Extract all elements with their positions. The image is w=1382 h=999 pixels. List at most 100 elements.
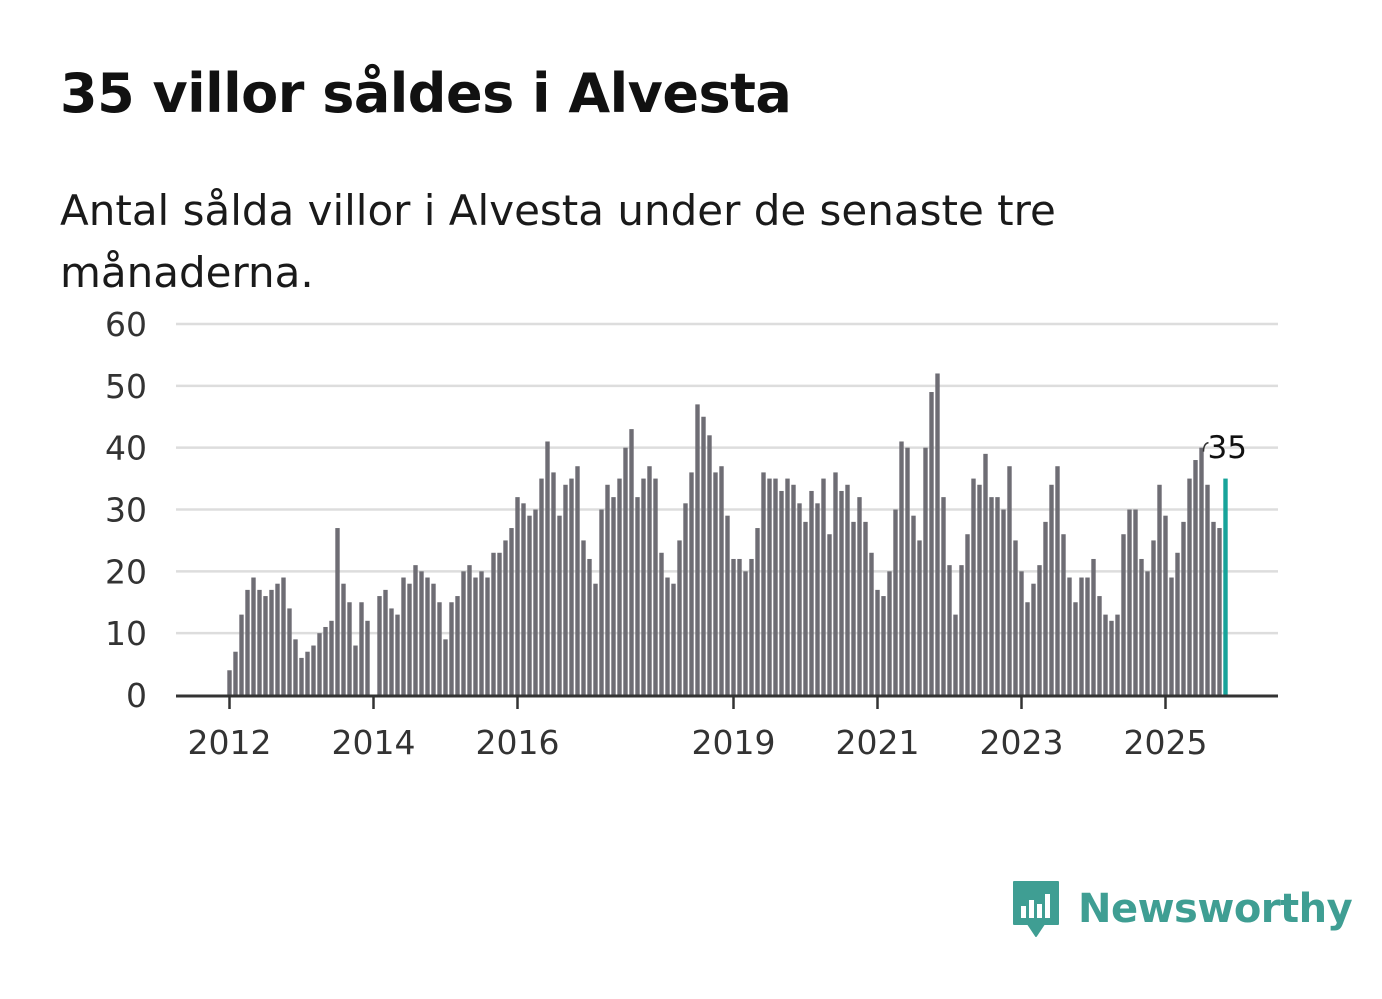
bar bbox=[665, 577, 670, 695]
bar bbox=[773, 478, 778, 695]
bar bbox=[785, 478, 790, 695]
y-tick-label: 50 bbox=[105, 367, 147, 406]
bar bbox=[1091, 558, 1096, 695]
bar bbox=[701, 416, 706, 695]
bar bbox=[1187, 478, 1192, 695]
bar bbox=[1157, 484, 1162, 695]
bar bbox=[623, 447, 628, 695]
bar bbox=[911, 515, 916, 695]
bar bbox=[1061, 534, 1066, 695]
bar bbox=[965, 534, 970, 695]
bar bbox=[335, 528, 340, 695]
bar bbox=[707, 435, 712, 695]
bar bbox=[1211, 521, 1216, 695]
bar bbox=[497, 552, 502, 695]
annotation-connector bbox=[1202, 441, 1209, 452]
bar bbox=[1175, 552, 1180, 695]
x-tick-label: 2019 bbox=[692, 723, 776, 762]
bar bbox=[269, 589, 274, 695]
newsworthy-logo-icon bbox=[1013, 881, 1059, 937]
axis-labels: 0 10 20 30 40 50 60 2012 2014 2016 2019 2021 2023 202… bbox=[105, 305, 1247, 762]
x-tick-label: 2025 bbox=[1124, 723, 1208, 762]
bar-highlight bbox=[1223, 478, 1228, 695]
bar bbox=[395, 614, 400, 695]
bar bbox=[767, 478, 772, 695]
bar bbox=[359, 602, 364, 695]
bar bbox=[557, 515, 562, 695]
bar bbox=[1067, 577, 1072, 695]
bar bbox=[689, 472, 694, 695]
bar bbox=[431, 583, 436, 695]
y-tick-label: 60 bbox=[105, 305, 147, 344]
bar bbox=[323, 626, 328, 695]
bar bbox=[545, 441, 550, 695]
bar bbox=[257, 589, 262, 695]
bar bbox=[593, 583, 598, 695]
bar bbox=[983, 453, 988, 695]
brand-logo: Newsworthy bbox=[1010, 876, 1353, 942]
bar bbox=[953, 614, 958, 695]
bar bbox=[683, 503, 688, 695]
bar bbox=[467, 565, 472, 695]
bar bbox=[719, 466, 724, 695]
bar bbox=[935, 373, 940, 695]
bar bbox=[227, 670, 232, 695]
axes bbox=[176, 694, 1278, 709]
bar bbox=[1103, 614, 1108, 695]
bar bbox=[995, 497, 1000, 695]
bar bbox=[383, 589, 388, 695]
bar bbox=[443, 639, 448, 695]
bar bbox=[851, 521, 856, 695]
bar bbox=[1073, 602, 1078, 695]
x-tick-label: 2021 bbox=[836, 723, 920, 762]
bar bbox=[581, 540, 586, 695]
bar bbox=[1085, 577, 1090, 695]
bar bbox=[1097, 596, 1102, 695]
bar bbox=[407, 583, 412, 695]
bar bbox=[563, 484, 568, 695]
bar bbox=[797, 503, 802, 695]
bar bbox=[947, 565, 952, 695]
bar bbox=[533, 509, 538, 695]
bar bbox=[713, 472, 718, 695]
bar bbox=[539, 478, 544, 695]
bar bbox=[1031, 583, 1036, 695]
bar bbox=[893, 509, 898, 695]
bar bbox=[839, 490, 844, 695]
bar bbox=[971, 478, 976, 695]
bar bbox=[779, 490, 784, 695]
bar bbox=[1217, 528, 1222, 695]
bar bbox=[845, 484, 850, 695]
bar bbox=[1025, 602, 1030, 695]
bar bbox=[1115, 614, 1120, 695]
bar bbox=[293, 639, 298, 695]
bar bbox=[251, 577, 256, 695]
bar bbox=[803, 521, 808, 695]
bar bbox=[287, 608, 292, 695]
y-tick-label: 0 bbox=[126, 676, 147, 715]
bar bbox=[611, 497, 616, 695]
bar bbox=[365, 620, 370, 695]
bar bbox=[827, 534, 832, 695]
bar bbox=[755, 528, 760, 695]
bar bbox=[659, 552, 664, 695]
bar bbox=[1193, 460, 1198, 695]
bar bbox=[1007, 466, 1012, 695]
bar bbox=[389, 608, 394, 695]
bar bbox=[485, 577, 490, 695]
bar bbox=[569, 478, 574, 695]
bar bbox=[311, 645, 316, 695]
bar bbox=[1133, 509, 1138, 695]
bar bbox=[575, 466, 580, 695]
bar bbox=[1121, 534, 1126, 695]
bar bbox=[821, 478, 826, 695]
bar bbox=[605, 484, 610, 695]
bar bbox=[1199, 447, 1204, 695]
bar bbox=[899, 441, 904, 695]
bar bbox=[419, 571, 424, 695]
bar bbox=[653, 478, 658, 695]
bar bbox=[425, 577, 430, 695]
bar bbox=[647, 466, 652, 695]
bar bbox=[1055, 466, 1060, 695]
